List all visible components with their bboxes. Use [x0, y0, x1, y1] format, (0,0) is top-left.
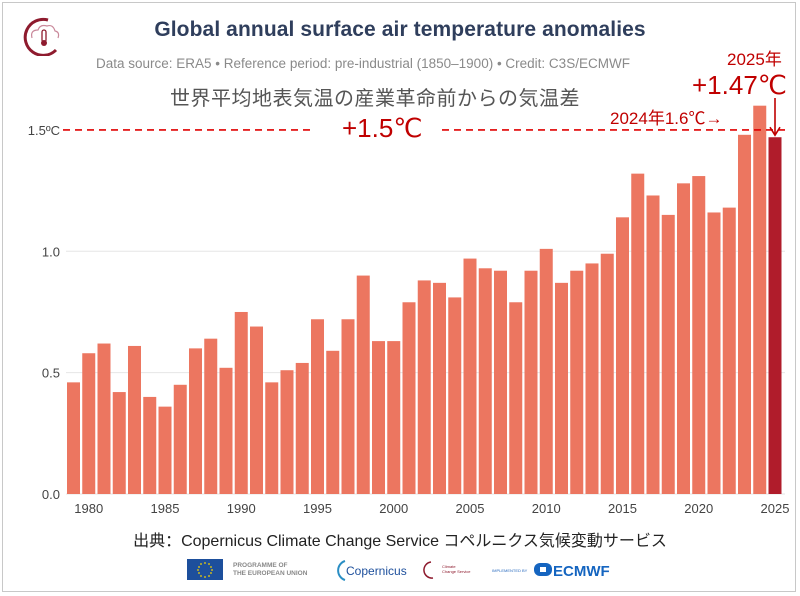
bar-2025	[768, 137, 782, 494]
eu-text-2: THE EUROPEAN UNION	[233, 570, 308, 577]
x-tick-label: 2015	[608, 501, 637, 516]
bar-2023	[738, 134, 751, 494]
bar-1995	[311, 319, 324, 494]
bar-2004	[448, 297, 462, 494]
y-tick-label: 0.5	[42, 366, 60, 381]
c3s-text-2: Change Service	[442, 569, 471, 574]
y-tick-label: 1.0	[42, 244, 60, 259]
ecmwf-logo: ECMWF	[534, 563, 610, 580]
bar-2019	[677, 183, 690, 494]
bar-1993	[280, 370, 294, 494]
y-tick-label: 0.0	[42, 487, 60, 502]
bar-2024	[753, 105, 767, 495]
bar-2016	[631, 173, 645, 495]
bar-2002	[417, 280, 431, 494]
footer-logos: PROGRAMME OF THE EUROPEAN UNION Copernic…	[187, 559, 610, 581]
source-credit: 出典：Copernicus Climate Change Service コペル…	[133, 533, 667, 550]
annotation-2024-label: 2024年1.6℃→	[610, 109, 723, 128]
annotation-2025-value: +1.47℃	[692, 70, 787, 100]
climate-change-service-icon	[23, 17, 60, 56]
copernicus-logo: Copernicus	[337, 560, 407, 581]
copernicus-text: Copernicus	[346, 564, 407, 578]
threshold-label: +1.5℃	[338, 113, 427, 144]
implemented-by-text: IMPLEMENTED BY	[492, 568, 528, 573]
bar-2007	[494, 270, 507, 494]
bar-2018	[661, 214, 675, 494]
bar-2017	[646, 195, 660, 494]
bar-2022	[722, 207, 736, 494]
bar-2010	[539, 248, 553, 494]
bar-2014	[600, 253, 614, 494]
bar-2000	[387, 341, 401, 494]
bar-2008	[509, 302, 523, 494]
c3s-logo: Climate Change Service	[423, 561, 471, 579]
x-tick-label: 1980	[74, 501, 103, 516]
x-tick-label: 2020	[684, 501, 713, 516]
bar-1984	[143, 396, 157, 494]
y-tick-label: 1.5ºC	[28, 123, 60, 138]
bar-1997	[341, 319, 355, 494]
bar-1987	[189, 348, 202, 494]
x-tick-label: 2010	[532, 501, 561, 516]
japanese-title: 世界平均地表気温の産業革命前からの気温差	[170, 88, 580, 110]
bar-1991	[250, 326, 263, 494]
bar-1981	[97, 343, 111, 494]
bar-2006	[478, 268, 492, 494]
bar-2021	[707, 212, 721, 494]
bar-1990	[234, 311, 248, 494]
bar-1986	[173, 384, 187, 494]
x-tick-label: 2000	[379, 501, 408, 516]
bar-1979	[67, 382, 80, 494]
bar-1980	[82, 353, 96, 494]
bar-1988	[204, 338, 218, 494]
bar-2015	[616, 217, 629, 494]
chart-title: Global annual surface air temperature an…	[154, 18, 646, 41]
c3s-text-1: Climate	[442, 564, 456, 569]
bar-1996	[326, 350, 340, 494]
bar-2005	[463, 258, 477, 494]
x-tick-label: 2005	[456, 501, 485, 516]
arrow-2025-head	[769, 126, 781, 137]
bar-1983	[128, 345, 141, 494]
bar-2001	[402, 302, 416, 494]
bar-1985	[158, 406, 172, 494]
chart-subtitle: Data source: ERA5 • Reference period: pr…	[96, 56, 630, 71]
annotation-2025-year: 2025年	[727, 50, 782, 69]
ecmwf-text: ECMWF	[553, 563, 610, 580]
bar-2003	[433, 282, 446, 494]
bar-1992	[265, 382, 279, 494]
eu-flag-logo	[187, 559, 223, 580]
bar-1982	[112, 392, 126, 494]
bar-1994	[295, 362, 309, 494]
bar-2020	[692, 176, 706, 495]
bar-2011	[555, 282, 568, 494]
x-tick-label: 1995	[303, 501, 332, 516]
x-tick-label: 1985	[151, 501, 180, 516]
bar-2009	[524, 270, 538, 494]
x-tick-label: 1990	[227, 501, 256, 516]
bar-2013	[585, 263, 599, 494]
bar-1998	[356, 275, 370, 494]
bar-1989	[219, 367, 233, 494]
bar-2012	[570, 270, 584, 494]
bar-1999	[372, 341, 385, 494]
x-tick-label: 2025	[761, 501, 790, 516]
eu-text-1: PROGRAMME OF	[233, 562, 288, 569]
